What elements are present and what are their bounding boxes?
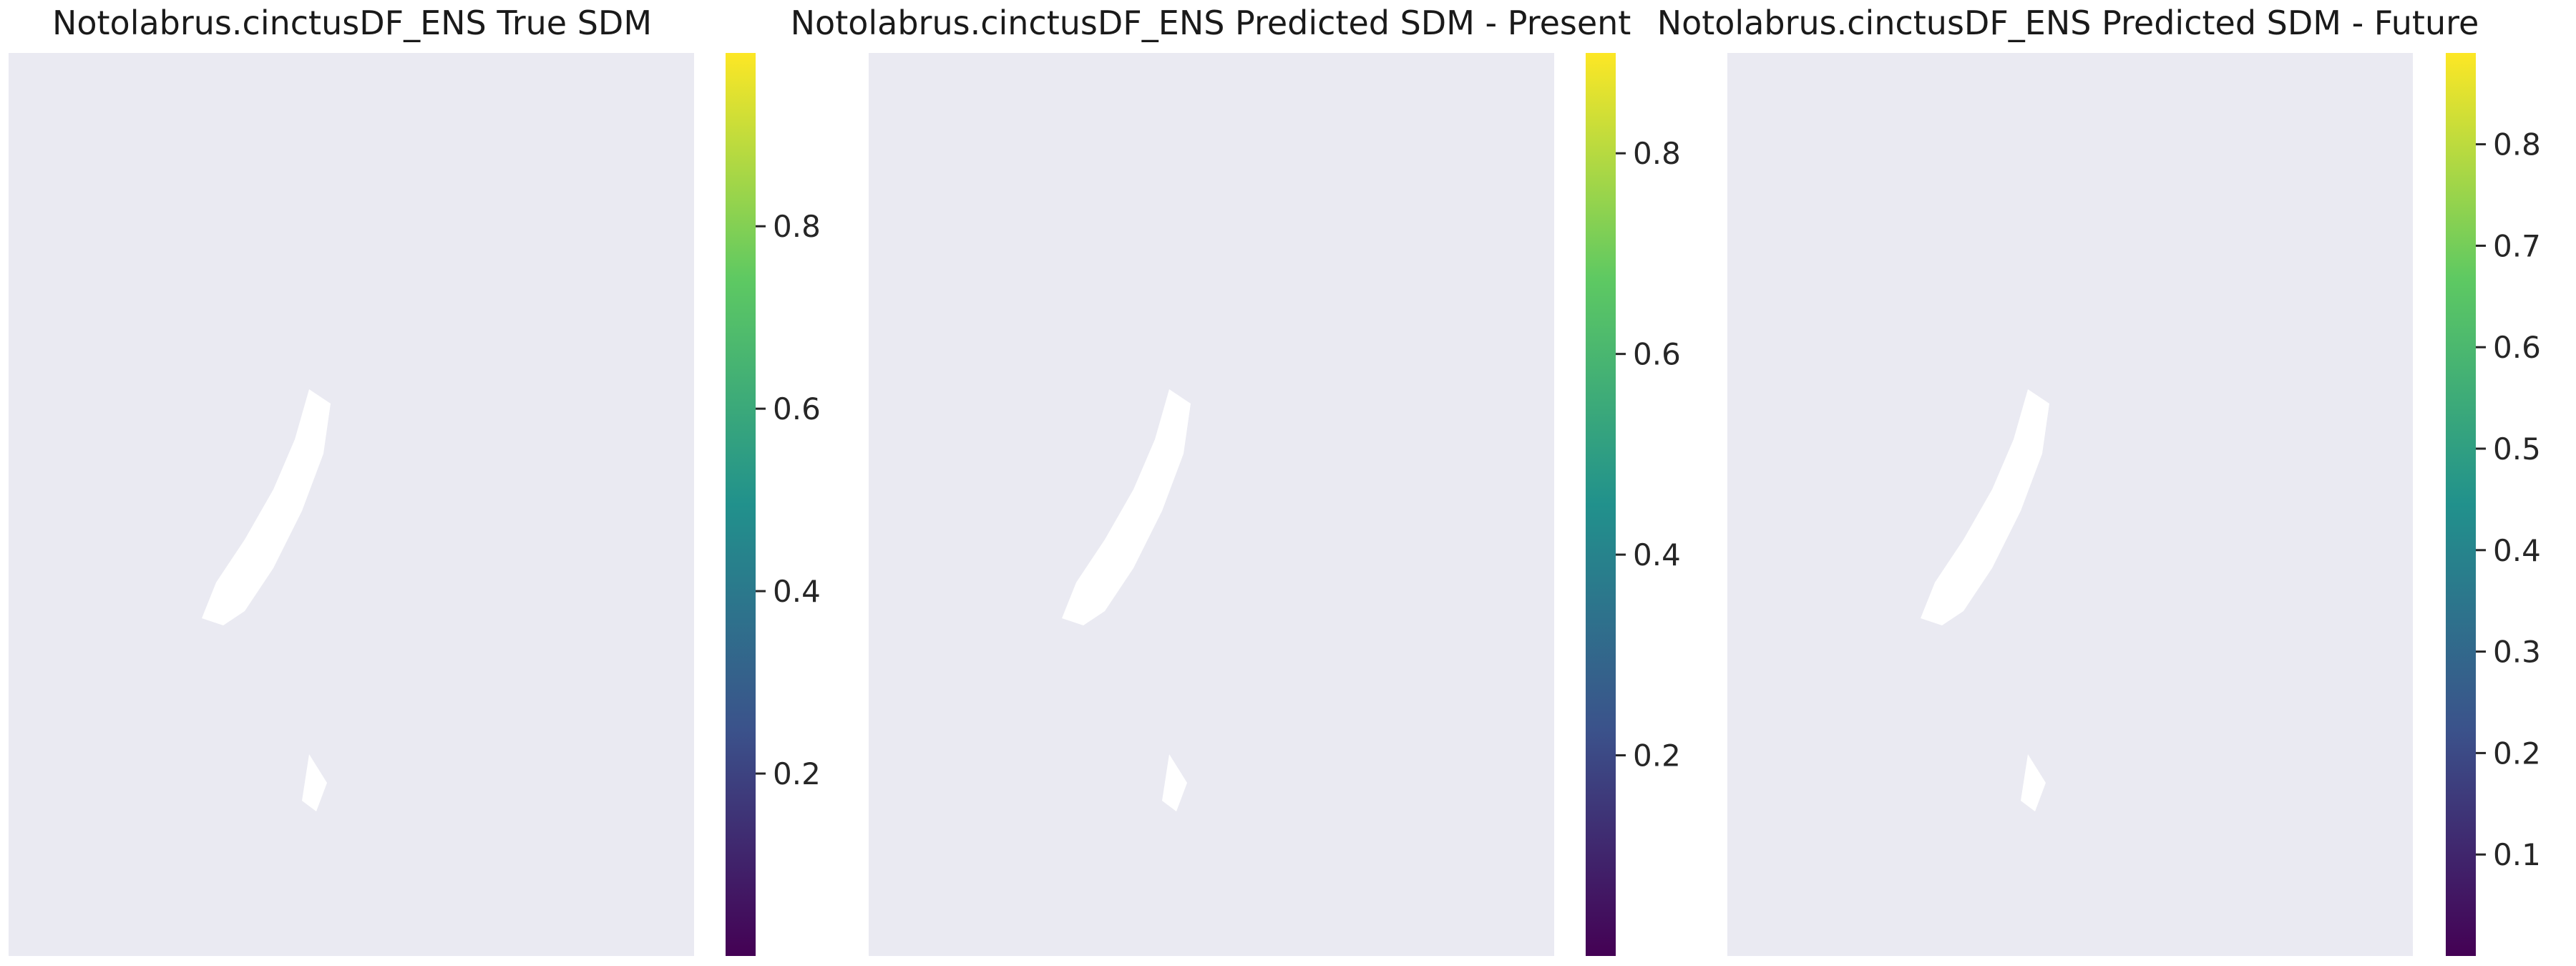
colorbar-tick-label: 0.7 bbox=[2493, 228, 2541, 263]
colorbar-tick-label: 0.8 bbox=[1633, 136, 1681, 171]
colorbar-tick-label: 0.5 bbox=[2493, 431, 2541, 467]
panel-3-colorbar bbox=[2446, 53, 2476, 956]
panel-2: Notolabrus.cinctusDF_ENS Predicted SDM -… bbox=[791, 4, 1681, 956]
panel-3-title: Notolabrus.cinctusDF_ENS Predicted SDM -… bbox=[1657, 4, 2479, 42]
panel-1-colorbar-ticks: 0.2 0.4 0.6 0.8 bbox=[756, 209, 821, 791]
colorbar-tick-label: 0.6 bbox=[1633, 337, 1681, 372]
panel-3-colorbar-ticks: 0.1 0.2 0.3 0.4 0.5 0.6 0.7 0.8 bbox=[2476, 127, 2541, 872]
panel-2-colorbar bbox=[1586, 53, 1616, 956]
colorbar-tick-label: 0.3 bbox=[2493, 635, 2541, 670]
panel-1-title: Notolabrus.cinctusDF_ENS True SDM bbox=[52, 4, 652, 42]
colorbar-tick-label: 0.4 bbox=[2493, 533, 2541, 568]
colorbar-tick-label: 0.2 bbox=[1633, 738, 1681, 774]
panel-1: Notolabrus.cinctusDF_ENS True SDM 0.2 0.4… bbox=[9, 4, 821, 956]
colorbar-tick-label: 0.1 bbox=[2493, 837, 2541, 872]
colorbar-tick-label: 0.2 bbox=[2493, 736, 2541, 771]
colorbar-tick-label: 0.2 bbox=[773, 756, 821, 791]
panel-1-colorbar bbox=[726, 53, 756, 956]
panel-1-map-background bbox=[9, 53, 694, 956]
colorbar-tick-label: 0.8 bbox=[773, 209, 821, 244]
panel-3-map-background bbox=[1727, 53, 2413, 956]
panel-3: Notolabrus.cinctusDF_ENS Predicted SDM -… bbox=[1657, 4, 2541, 956]
colorbar-tick-label: 0.8 bbox=[2493, 127, 2541, 162]
colorbar-tick-label: 0.4 bbox=[773, 574, 821, 609]
panel-2-map-background bbox=[869, 53, 1554, 956]
colorbar-tick-label: 0.4 bbox=[1633, 537, 1681, 572]
colorbar-tick-label: 0.6 bbox=[2493, 330, 2541, 365]
panel-2-title: Notolabrus.cinctusDF_ENS Predicted SDM -… bbox=[791, 4, 1631, 42]
colorbar-tick-label: 0.6 bbox=[773, 391, 821, 426]
panel-2-colorbar-ticks: 0.2 0.4 0.6 0.8 bbox=[1616, 136, 1681, 774]
